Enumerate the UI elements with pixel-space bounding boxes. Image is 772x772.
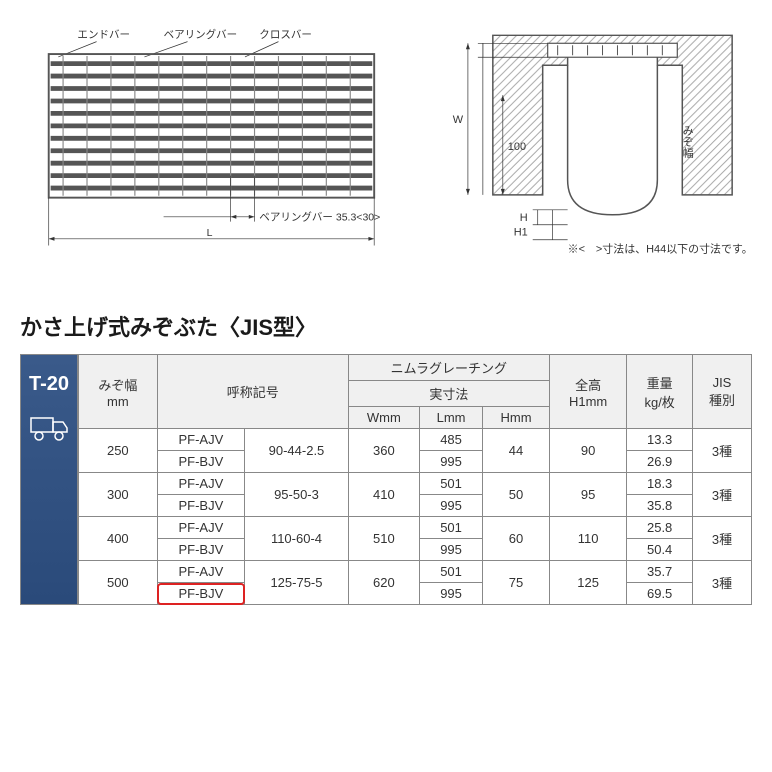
cell-codeA: PF-AJV (157, 429, 244, 451)
cell-mizo: 250 (79, 429, 158, 473)
th-W: Wmm (348, 407, 419, 429)
th-L: Lmm (419, 407, 482, 429)
table-row: 400PF-AJV110-60-45105016011025.83種 (79, 517, 752, 539)
cell-L2: 995 (419, 451, 482, 473)
table-row: 500PF-AJV125-75-56205017512535.73種 (79, 561, 752, 583)
th-weight: 重量kg/枚 (627, 355, 693, 429)
cell-codeA: PF-AJV (157, 561, 244, 583)
L-label: L (207, 227, 213, 239)
truck-icon (29, 408, 69, 448)
th-jis: JIS種別 (692, 355, 751, 429)
cell-num: 90-44-2.5 (245, 429, 349, 473)
cell-H1: 90 (549, 429, 627, 473)
cell-W: 360 (348, 429, 419, 473)
cell-codeB: PF-BJV (157, 495, 244, 517)
cell-codeA: PF-AJV (157, 517, 244, 539)
bearingbar-label: ベアリングバー (164, 28, 238, 41)
cell-H1: 110 (549, 517, 627, 561)
endbar-label: エンドバー (77, 29, 130, 41)
th-mizo: みぞ幅mm (79, 355, 158, 429)
cell-W: 410 (348, 473, 419, 517)
grating-top-view: エンドバー ベアリングバー クロスバー (20, 10, 403, 280)
cell-kg2: 50.4 (627, 539, 693, 561)
cell-codeB: PF-BJV (157, 583, 244, 605)
cell-L1: 501 (419, 561, 482, 583)
cell-H: 60 (483, 517, 550, 561)
cell-codeA: PF-AJV (157, 473, 244, 495)
cell-kg2: 69.5 (627, 583, 693, 605)
cell-L2: 995 (419, 495, 482, 517)
cell-L1: 501 (419, 473, 482, 495)
cell-kg1: 35.7 (627, 561, 693, 583)
W-label: W (453, 114, 464, 126)
cell-H1: 95 (549, 473, 627, 517)
cell-H: 75 (483, 561, 550, 605)
mizo-label: みぞ幅 (681, 125, 693, 159)
th-nimura: ニムラグレーチング (348, 355, 549, 381)
table-row: 250PF-AJV90-44-2.5360485449013.33種 (79, 429, 752, 451)
cell-H: 44 (483, 429, 550, 473)
cell-codeB: PF-BJV (157, 539, 244, 561)
cell-num: 125-75-5 (245, 561, 349, 605)
diagram-footnote: ※< >寸法は、H44以下の寸法です。 (568, 242, 752, 256)
cell-kg2: 35.8 (627, 495, 693, 517)
cell-num: 95-50-3 (245, 473, 349, 517)
cell-kg1: 18.3 (627, 473, 693, 495)
cross-section-view: W 100 みぞ幅 H H1 ※< >寸法は、H44以下の寸法です。 (433, 10, 752, 280)
side-label: T-20 (20, 354, 78, 605)
H1-label: H1 (514, 227, 528, 239)
cell-kg2: 26.9 (627, 451, 693, 473)
cell-num: 110-60-4 (245, 517, 349, 561)
cell-codeB: PF-BJV (157, 451, 244, 473)
cell-H1: 125 (549, 561, 627, 605)
cell-L2: 995 (419, 539, 482, 561)
t20-label: T-20 (29, 373, 69, 396)
diagrams-row: エンドバー ベアリングバー クロスバー (20, 10, 752, 280)
th-totalH: 全高H1mm (549, 355, 627, 429)
cell-mizo: 400 (79, 517, 158, 561)
th-code: 呼称記号 (157, 355, 348, 429)
cell-kg1: 25.8 (627, 517, 693, 539)
cell-jis: 3種 (692, 429, 751, 473)
cell-jis: 3種 (692, 517, 751, 561)
cell-L2: 995 (419, 583, 482, 605)
cell-W: 620 (348, 561, 419, 605)
cell-L1: 485 (419, 429, 482, 451)
cell-kg1: 13.3 (627, 429, 693, 451)
cell-H: 50 (483, 473, 550, 517)
cell-mizo: 300 (79, 473, 158, 517)
hundred-label: 100 (508, 141, 526, 153)
page-title: かさ上げ式みぞぶた〈JIS型〉 (20, 310, 752, 342)
cell-L1: 501 (419, 517, 482, 539)
bearing-dim-label: ベアリングバー 35.3<30> (259, 211, 380, 224)
th-H: Hmm (483, 407, 550, 429)
table-row: 300PF-AJV95-50-3410501509518.33種 (79, 473, 752, 495)
spec-table: みぞ幅mm 呼称記号 ニムラグレーチング 全高H1mm 重量kg/枚 JIS種別… (78, 354, 752, 605)
H-label: H (520, 212, 528, 224)
cell-W: 510 (348, 517, 419, 561)
cell-mizo: 500 (79, 561, 158, 605)
cell-jis: 3種 (692, 561, 751, 605)
th-actual: 実寸法 (348, 381, 549, 407)
spec-table-wrap: T-20 みぞ幅mm 呼称記号 ニムラグレーチング 全高H1mm 重量kg/枚 (20, 354, 752, 605)
cell-jis: 3種 (692, 473, 751, 517)
crossbar-label: クロスバー (259, 29, 312, 41)
